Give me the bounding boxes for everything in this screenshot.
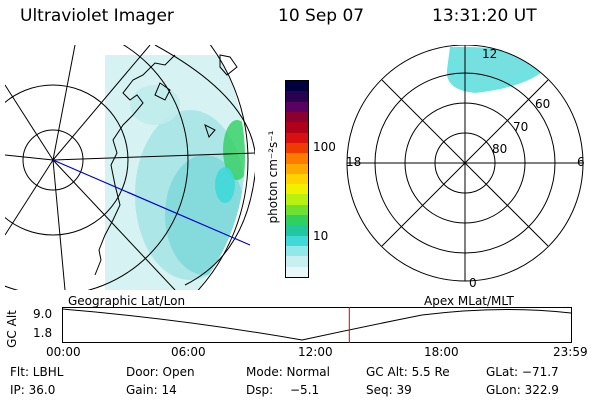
colorbar-segment [286,122,308,133]
colorbar-segment [286,132,308,143]
geographic-label: Geographic Lat/Lon [68,294,186,308]
blue-track-line [52,159,251,246]
info-seq: Seq: 39 [366,383,412,397]
altitude-curve [62,308,572,341]
instrument-title: Ultraviolet Imager [20,6,174,26]
altitude-ytick-low: 1.8 [33,326,53,340]
colorbar-segment [286,256,308,267]
geographic-map [5,45,255,290]
colorbar-segment [286,91,308,102]
altitude-ylabel: GC Alt [5,310,19,348]
info-glat: GLat: −71.7 [486,365,559,379]
altitude-plot [62,307,572,343]
colorbar-unit-label: photon cm⁻²s⁻¹ [266,130,280,224]
earth-limb [154,45,255,286]
coastline [94,54,176,276]
info-glon: GLon: 322.9 [486,383,559,397]
xtick-2359: 23:59 [553,345,588,359]
polar-plot [346,45,584,282]
time-label: 13:31:20 UT [432,6,537,26]
info-dsp-label: Dsp: [246,383,274,397]
mlt-label-12: 12 [482,47,498,61]
xtick-1200: 12:00 [298,345,333,359]
info-flt: Flt: LBHL [10,365,64,379]
colorbar-segment [286,194,308,205]
altitude-ytick-high: 9.0 [33,307,53,321]
info-ip: IP: 36.0 [10,383,56,397]
colorbar-segment [286,204,308,216]
date-label: 10 Sep 07 [278,6,365,26]
apex-label: Apex MLat/MLT [424,294,514,308]
mlt-label-0: 0 [469,276,477,290]
colorbar-segment [286,215,308,226]
colorbar-segment [286,111,308,123]
lat-label-60: 60 [535,97,551,111]
lat-label-80: 80 [492,142,508,156]
lat-label-70: 70 [513,120,529,134]
xtick-1800: 18:00 [424,345,459,359]
xtick-0000: 00:00 [46,345,81,359]
mlt-label-6: 6 [577,155,585,169]
info-door: Door: Open [126,365,195,379]
info-gc-alt: GC Alt: 5.5 Re [366,365,450,379]
colorbar-segment [286,184,308,195]
colorbar-segment [286,163,308,174]
colorbar-segment [286,235,308,246]
info-gain: Gain: 14 [126,383,177,397]
info-dsp-value: −5.1 [290,383,320,397]
colorbar-segment [286,173,308,185]
colorbar-segment [286,81,308,92]
info-mode: Mode: Normal [246,365,330,379]
colorbar-tick-10: 10 [313,229,329,243]
colorbar-segment [286,153,308,164]
graticule [22,129,84,191]
colorbar [285,80,309,278]
colorbar-tick-100: 100 [313,140,336,154]
colorbar-segment [286,266,308,277]
colorbar-segment [286,101,308,112]
colorbar-segment [286,246,308,257]
mlt-label-18: 18 [346,155,362,169]
colorbar-segment [286,142,308,154]
xtick-0600: 06:00 [171,345,206,359]
colorbar-segment [286,225,308,236]
